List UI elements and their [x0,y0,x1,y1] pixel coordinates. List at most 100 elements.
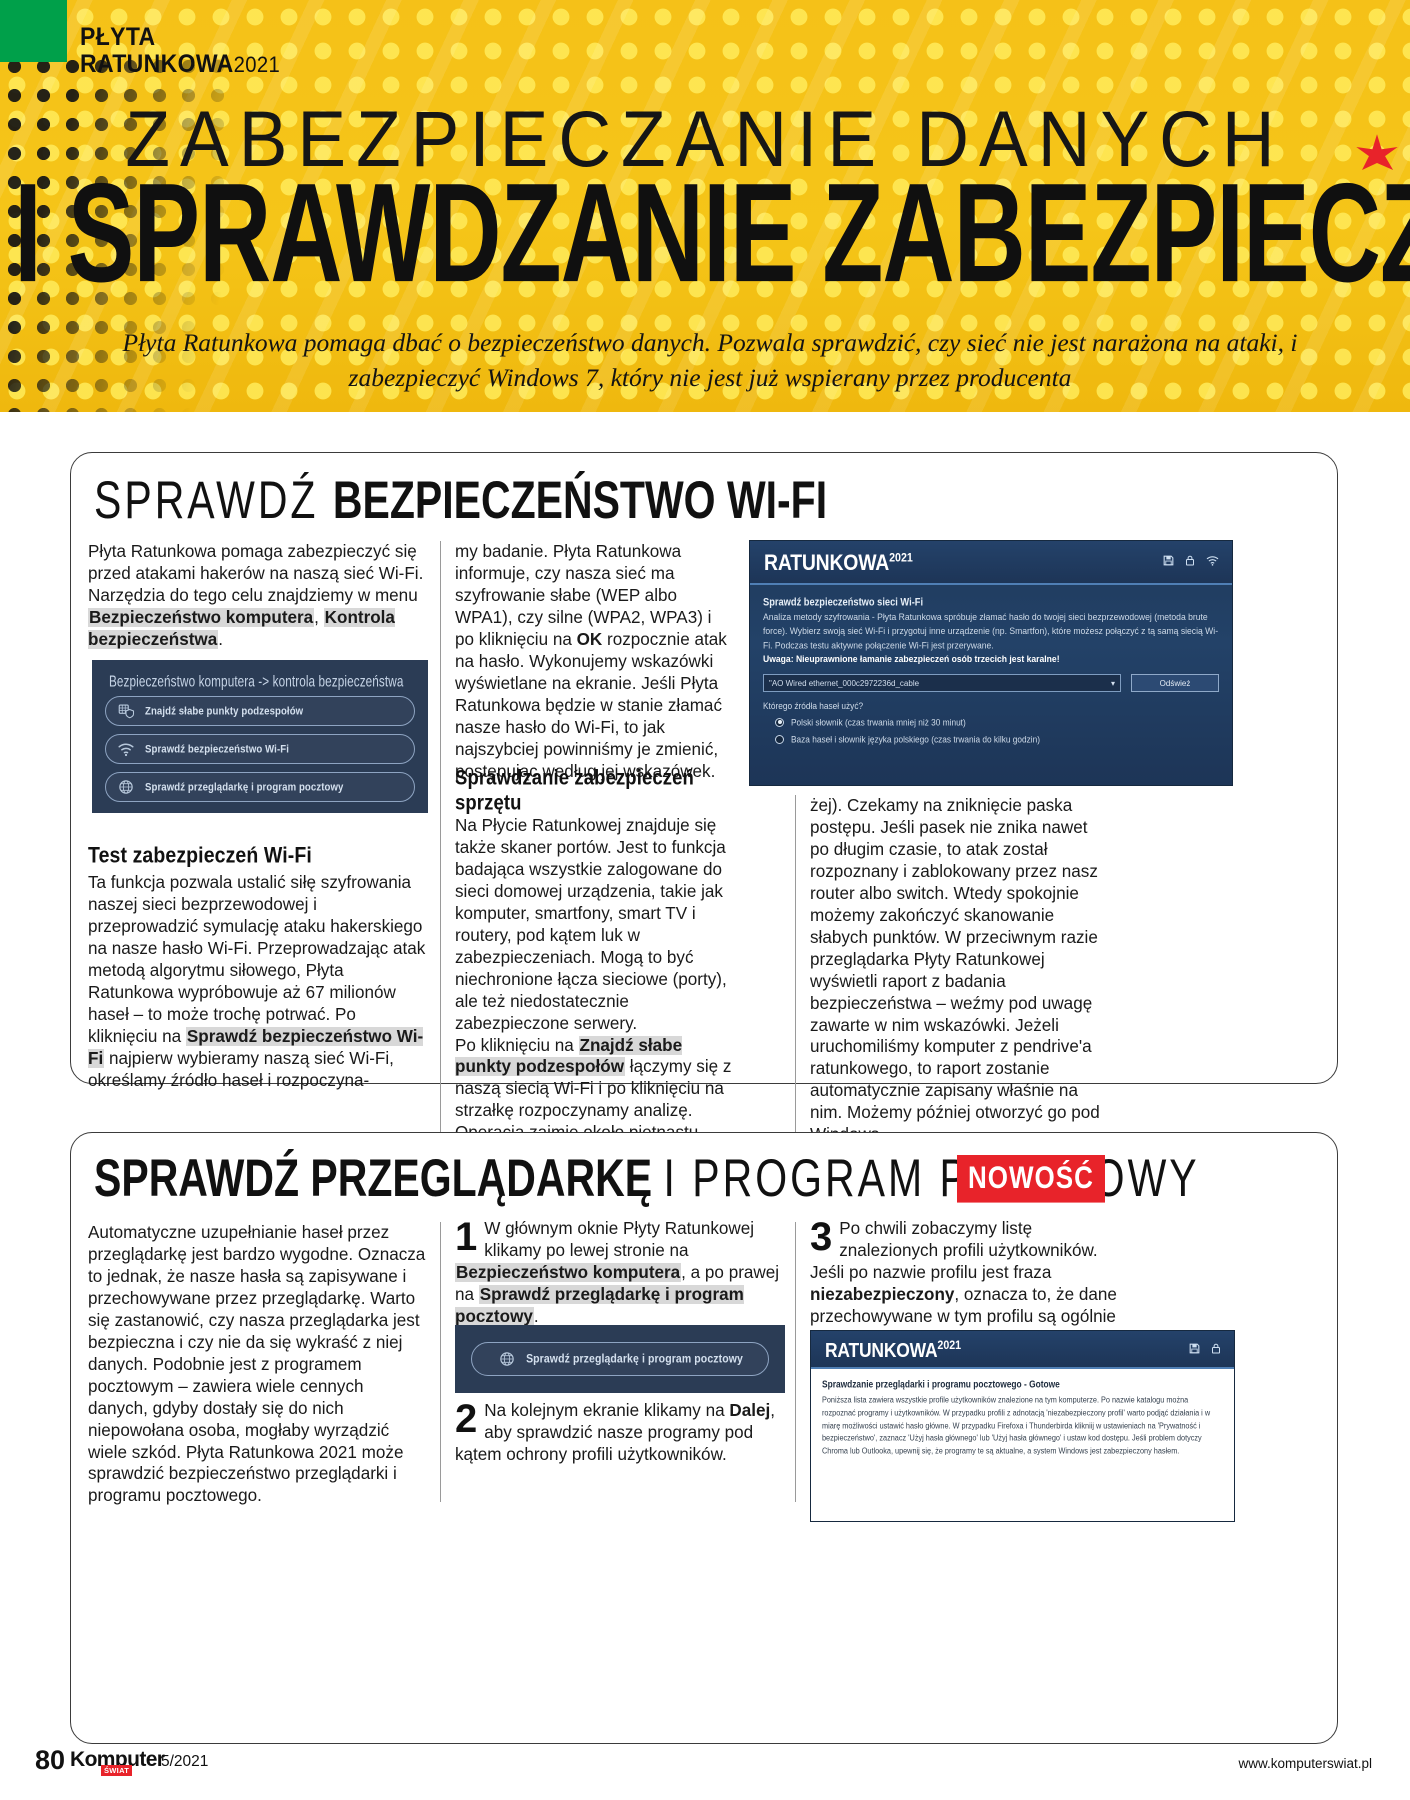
wifi-icon[interactable] [1205,554,1220,567]
radio-dot-icon [775,734,784,744]
password-source-question: Którego źródła haseł użyć? [763,700,864,712]
wifi-col1-paragraph-1: Płyta Ratunkowa pomaga zabezpieczyć się … [88,541,428,651]
browser-step1-c: . [533,1306,539,1326]
refresh-button[interactable]: Odśwież [1131,674,1219,693]
browser-step2-text: 2 Na kolejnym ekranie klikamy na Dalej, a… [455,1397,785,1466]
screenshot-menu-title: Bezpieczeństwo komputera -> kontrola bez… [109,673,404,691]
window-warning-label: Uwaga: [763,653,794,665]
browser-step2-highlight: Dalej [729,1401,771,1420]
browser-column-1: Automatyczne uzupełnianie haseł przez pr… [88,1222,428,1507]
wifi-column-2: my badanie. Płyta Ratunkowa informuje, c… [455,541,735,782]
window-network-row: "AO Wired ethernet_000c2972236d_cable ▾ … [763,674,1219,693]
screenshot-report-window: RATUNKOWA2021 Sprawdzanie przeglądarki i… [810,1330,1235,1522]
wifi-col1-p2b: najpierw wybieramy naszą sieć Wi-Fi, okr… [88,1048,394,1090]
column-divider-4 [795,1222,796,1502]
issue-number: 5/2021 [161,1753,209,1770]
wifi-column-3: żej). Czekamy na zniknięcie paska postęp… [810,795,1110,1146]
browser-step1-b: , a po prawej na [455,1262,780,1304]
radio-dot-icon [775,717,784,727]
shield-chip-icon [118,704,135,719]
hero-banner: PŁYTA RATUNKOWA2021 ZABEZPIECZANIE DANYC… [0,0,1410,412]
browser-step3-a: Po chwili zobaczymy listę znalezionych p… [810,1219,1098,1282]
browser-step-2: 2 Na kolejnym ekranie klikamy na Dalej, a… [455,1397,785,1466]
report-paragraph: Poniższa lista zawiera wszystkie profile… [822,1395,1211,1456]
star-burst-icon [1356,134,1398,170]
section-title-wifi-thin: SPRAWDŹ [94,470,333,530]
menu-button-check-wifi-label: Sprawdź bezpieczeństwo Wi-Fi [145,742,289,756]
step-number-3: 3 [810,1215,833,1259]
column-divider-3 [440,1222,441,1502]
step-number-2: 2 [455,1397,478,1441]
window-logo-year: 2021 [889,551,913,565]
check-browser-mail-button[interactable]: Sprawdź przeglądarkę i program pocztowy [471,1342,769,1376]
brand-logo: PŁYTA RATUNKOWA2021 [80,24,298,78]
menu-button-check-browser-mail[interactable]: Sprawdź przeglądarkę i program pocztowy [105,772,415,802]
brand-line-2: RATUNKOWA [80,50,234,78]
wifi-col2-p1a: my badanie. Płyta Ratunkowa informuje, c… [455,542,712,649]
save-icon[interactable] [1188,1342,1201,1355]
wifi-col2-paragraph-1: my badanie. Płyta Ratunkowa informuje, c… [455,541,735,782]
radio-option-database-label: Baza haseł i słownik języka polskiego (c… [791,733,1041,745]
window-logo: RATUNKOWA2021 [764,551,913,577]
check-browser-mail-button-label: Sprawdź przeglądarkę i program pocztowy [526,1351,743,1367]
section-title-wifi-bold: BEZPIECZEŃSTWO WI-FI [332,470,828,530]
wifi-col1-end: . [218,629,223,649]
browser-step1-highlight-2: Sprawdź przeglądarkę i program pocztowy [455,1284,744,1326]
wifi-column-1: Płyta Ratunkowa pomaga zabezpieczyć się … [88,541,428,651]
radio-option-dictionary[interactable]: Polski słownik (czas trwania mniej niż 3… [775,717,1219,728]
magazine-logo-badge: ŚWIAT [101,1765,133,1776]
refresh-button-label: Odśwież [1159,678,1191,688]
globe-icon [119,780,133,794]
column-divider-2 [795,795,796,1191]
report-window-icon-group [1188,1342,1222,1355]
report-heading: Sprawdzanie przeglądarki i programu pocz… [822,1378,1060,1390]
wifi-col1-highlight-1: Bezpieczeństwo komputera [88,607,315,627]
wifi-subsection-test: Test zabezpieczeń Wi-Fi Ta funkcja pozwa… [88,843,428,1092]
browser-step2-b: , aby sprawdzić nasze programy pod kątem… [455,1401,775,1464]
window-paragraph: Analiza metody szyfrowania - Płyta Ratun… [763,611,1219,651]
section-title-browser-thin: I PROGRAM POCZTOWY [663,1148,1200,1208]
wifi-icon [118,743,134,757]
menu-button-find-weak-points-label: Znajdź słabe punkty podzespołów [145,704,304,718]
menu-button-check-browser-mail-label: Sprawdź przeglądarkę i program pocztowy [145,780,344,794]
section-title-browser: SPRAWDŹ PRZEGLĄDARKĘ I PROGRAM POCZTOWY [94,1148,1200,1209]
menu-button-check-wifi[interactable]: Sprawdź bezpieczeństwo Wi-Fi [105,734,415,764]
lock-icon[interactable] [1210,1342,1222,1355]
window-logo-text: RATUNKOWA [764,551,890,576]
wifi-col2-ok-bold: OK [576,629,603,649]
window-warning: Uwaga: Nieuprawnione łamanie zabezpiecze… [763,652,1219,666]
network-select[interactable]: "AO Wired ethernet_000c2972236d_cable ▾ [763,674,1121,693]
brand-line-1: PŁYTA [80,23,156,51]
window-icon-group [1162,554,1220,567]
menu-button-find-weak-points[interactable]: Znajdź słabe punkty podzespołów [105,696,415,726]
lock-icon[interactable] [1184,554,1196,567]
window-heading: Sprawdź bezpieczeństwo sieci Wi-Fi [763,596,924,608]
status-badge-new: NOWOŚĆ [957,1155,1105,1203]
window-titlebar: RATUNKOWA2021 [750,541,1232,585]
wifi-col3-paragraph-1: żej). Czekamy na zniknięcie paska postęp… [810,796,1100,1144]
hero-headline-1: ZABEZPIECZANIE DANYCH [125,95,1285,184]
network-select-value: "AO Wired ethernet_000c2972236d_cable [769,678,920,688]
window-body: Sprawdź bezpieczeństwo sieci Wi-Fi Anali… [750,585,1232,755]
save-icon[interactable] [1162,554,1175,567]
screenshot-ratunkowa-wifi-window: RATUNKOWA2021 Sprawdź bezpieczeństwo sie… [749,540,1233,786]
globe-icon [500,1352,514,1366]
hero-subhead: Płyta Ratunkowa pomaga dbać o bezpieczeń… [122,328,1298,393]
section-title-wifi: SPRAWDŹ BEZPIECZEŃSTWO WI-FI [94,470,827,531]
wifi-col1-paragraph-2: Ta funkcja pozwala ustalić siłę szyfrowa… [88,872,428,1092]
wifi-subsection-hardware: Sprawdzanie zabezpieczeń sprzętu Na Płyc… [455,765,735,1188]
magazine-logo: Komputer [70,1748,165,1771]
wifi-subheading-2: Sprawdzanie zabezpieczeń sprzętu [455,765,694,815]
report-window-body: Sprawdzanie przeglądarki i programu pocz… [811,1369,1234,1521]
hero-headline-2: I SPRAWDZANIE ZABEZPIECZEŃ [14,154,1410,312]
wifi-col1-p2a: Ta funkcja pozwala ustalić siłę szyfrowa… [88,873,426,1046]
page-number: 80 [35,1745,66,1775]
radio-option-database[interactable]: Baza haseł i słownik języka polskiego (c… [775,733,1219,745]
wifi-col1-p1-text: Płyta Ratunkowa pomaga zabezpieczyć się … [88,542,424,605]
report-window-titlebar: RATUNKOWA2021 [811,1331,1234,1369]
wifi-subheading-1: Test zabezpieczeń Wi-Fi [88,843,312,869]
wifi-col1-sep: , [314,607,324,627]
brand-year: 2021 [233,52,281,77]
website-url[interactable]: www.komputerswiat.pl [1238,1756,1372,1771]
